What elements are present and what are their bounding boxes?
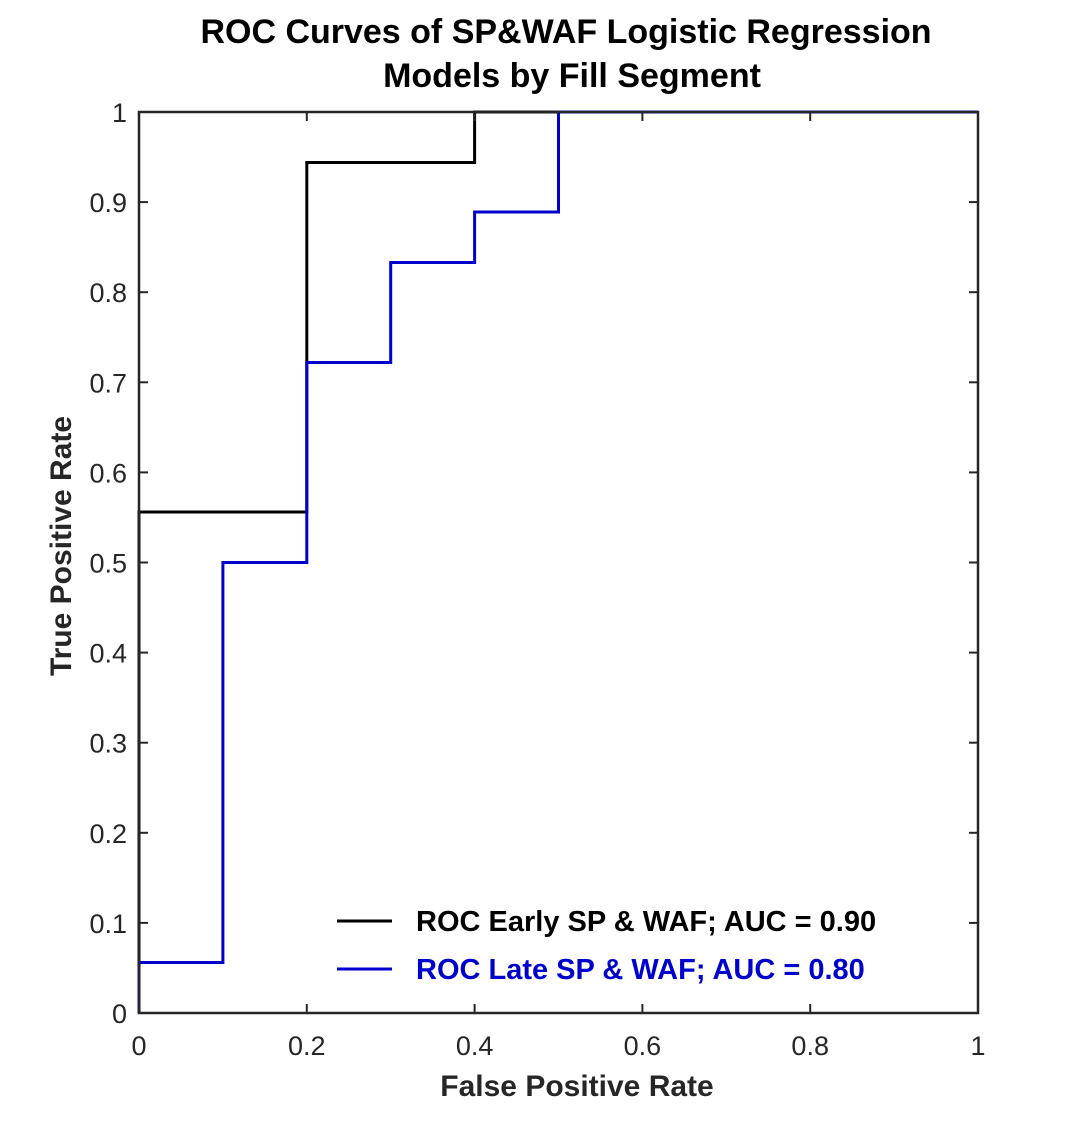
roc-series-line-2	[137, 110, 978, 1013]
y-tick-label: 0	[112, 999, 127, 1029]
y-tick-label: 0.1	[89, 909, 127, 939]
legend: ROC Early SP & WAF; AUC = 0.90 ROC Late S…	[337, 906, 876, 986]
y-tick-label: 0.5	[89, 549, 127, 579]
legend-label-1: ROC Early SP & WAF; AUC = 0.90	[416, 906, 876, 938]
y-tick-label: 0.4	[89, 639, 127, 669]
y-tick-label: 0.2	[89, 819, 127, 849]
x-tick-label: 0.8	[791, 1031, 829, 1061]
legend-label-2: ROC Late SP & WAF; AUC = 0.80	[416, 954, 865, 986]
chart-title-line-2: Models by Fill Segment	[383, 57, 761, 95]
chart-title: ROC Curves of SP&WAF Logistic Regression…	[200, 13, 931, 95]
y-axis-label: True Positive Rate	[45, 416, 78, 676]
y-tick-label: 0.3	[89, 729, 127, 759]
y-tick-label: 0.7	[89, 368, 127, 398]
x-tick-label: 1	[970, 1031, 985, 1061]
y-tick-label: 0.6	[89, 458, 127, 488]
y-tick-label: 0.8	[89, 278, 127, 308]
x-axis-label: False Positive Rate	[440, 1070, 713, 1103]
chart-title-line-1: ROC Curves of SP&WAF Logistic Regression	[200, 13, 931, 51]
y-axis-ticks: 0 0.1 0.2 0.3 0.4 0.5 0.6 0.7 0.8 0.9 1	[89, 98, 978, 1029]
x-tick-label: 0.4	[456, 1031, 494, 1061]
x-axis-ticks: 0 0.2 0.4 0.6 0.8 1	[131, 112, 986, 1061]
y-tick-label: 1	[112, 98, 127, 128]
x-tick-label: 0.2	[288, 1031, 326, 1061]
x-tick-label: 0	[131, 1031, 146, 1061]
y-tick-label: 0.9	[89, 188, 127, 218]
x-tick-label: 0.6	[624, 1031, 662, 1061]
